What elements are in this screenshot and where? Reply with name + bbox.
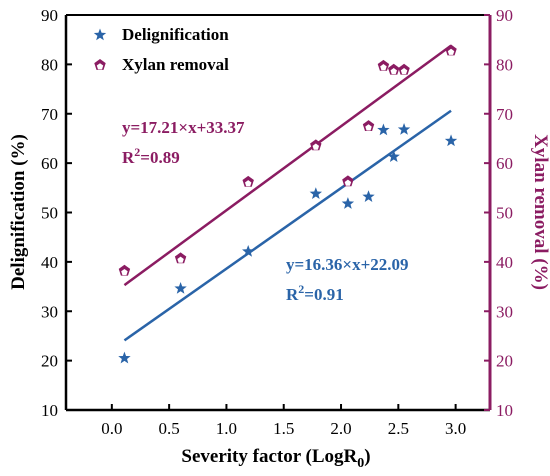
point-delignification-7: [387, 150, 400, 162]
y-left-tick-label-6: 70: [41, 105, 58, 124]
delignification-r2-value: =0.91: [304, 285, 343, 304]
y-right-tick-label-0: 10: [496, 401, 513, 420]
legend-label-delignification: Delignification: [122, 25, 229, 44]
legend-marker-xylan-removal: [94, 59, 106, 70]
x-axis-title-close: ): [364, 446, 370, 467]
xylan-r2-superscript: 2: [134, 145, 140, 159]
point-xylan-removal-9-center: [447, 48, 455, 55]
point-xylan-removal-9: [445, 44, 457, 56]
x-tick-label-2: 1.0: [216, 419, 237, 438]
delignification-r2: R2=0.91: [286, 282, 344, 304]
point-xylan-removal-8: [398, 63, 410, 75]
x-tick-label-4: 2.0: [330, 419, 351, 438]
xylan-r2-label: R: [122, 148, 135, 167]
point-delignification-2: [242, 245, 255, 257]
y-right-tick-label-6: 70: [496, 105, 513, 124]
y-left-tick-label-0: 10: [41, 401, 58, 420]
y-axis-right-title: Xylan removal (%): [530, 134, 550, 290]
y-axis-left-title: Delignification (%): [8, 134, 29, 290]
fit-line-xylan-removal: [123, 44, 452, 287]
delignification-equation: y=16.36×x+22.09: [286, 255, 409, 274]
x-tick-label-3: 1.5: [273, 419, 294, 438]
y-right-tick-label-7: 80: [496, 55, 513, 74]
point-xylan-removal-0: [118, 264, 131, 276]
point-xylan-removal-5: [362, 120, 375, 131]
y-right-tick-label-2: 30: [496, 302, 513, 321]
legend-marker-delignification: [93, 28, 107, 41]
point-xylan-removal-7-center: [390, 68, 397, 75]
y-right-tick-label-3: 40: [496, 253, 513, 272]
y-left-tick-label-7: 80: [41, 55, 58, 74]
point-xylan-removal-5-center: [365, 124, 372, 131]
x-axis-title: Severity factor (LogR0): [181, 446, 370, 471]
point-delignification-9: [444, 134, 458, 147]
point-delignification-0: [118, 351, 131, 364]
x-tick-label-5: 2.5: [388, 419, 409, 438]
point-xylan-removal-6-center: [380, 64, 387, 71]
legend-label-xylan-removal: Xylan removal: [122, 55, 229, 74]
point-xylan-removal-2: [242, 175, 254, 187]
y-left-tick-label-3: 40: [41, 253, 58, 272]
y-left-tick-label-1: 20: [41, 352, 58, 371]
point-xylan-removal-4-center: [344, 179, 352, 186]
point-delignification-4: [341, 197, 355, 209]
y-right-tick-label-5: 60: [496, 154, 513, 173]
xylan-r2-value: =0.89: [140, 148, 179, 167]
xylan-equation: y=17.21×x+33.37: [122, 118, 245, 137]
x-tick-label-1: 0.5: [159, 419, 180, 438]
legend: Delignification Xylan removal: [93, 25, 229, 74]
x-tick-label-0: 0.0: [101, 419, 122, 438]
point-xylan-removal-7: [388, 63, 400, 75]
x-axis-title-subscript: 0: [357, 456, 364, 471]
y-right-tick-label-1: 20: [496, 352, 513, 371]
y-right-tick-label-8: 90: [496, 6, 513, 25]
point-xylan-removal-6: [377, 59, 390, 71]
y-left-tick-label-5: 60: [41, 154, 58, 173]
y-left-tick-label-4: 50: [41, 204, 58, 223]
point-xylan-removal-1: [174, 252, 187, 264]
point-delignification-1: [174, 282, 187, 294]
y-left-tick-label-8: 90: [41, 6, 58, 25]
point-xylan-removal-2-center: [244, 180, 252, 187]
legend-star-symbol: [93, 28, 107, 41]
point-xylan-removal-4: [342, 175, 354, 187]
point-xylan-removal-3: [310, 139, 322, 151]
delignification-r2-label: R: [286, 285, 299, 304]
point-delignification-8: [397, 123, 411, 135]
xylan-r2: R2=0.89: [122, 145, 180, 167]
y-right-tick-label-4: 50: [496, 204, 513, 223]
point-xylan-removal-3-center: [312, 143, 320, 150]
fit-line-delignification: [123, 109, 452, 342]
delignification-r2-superscript: 2: [298, 282, 304, 296]
x-axis-title-text: Severity factor (LogR: [181, 446, 357, 467]
point-xylan-removal-8-center: [400, 68, 408, 75]
y-left-tick-label-2: 30: [41, 302, 58, 321]
plot-area: 0.0 0.5 1.0 1.5 2.0 2.5 3.0 10 20 30 40 50 60 70 80 90 1…: [41, 6, 513, 438]
x-tick-label-6: 3.0: [445, 419, 466, 438]
point-delignification-3: [309, 187, 322, 199]
point-xylan-removal-0-center: [121, 268, 128, 276]
legend-pentagon-symbol: [94, 59, 106, 70]
point-delignification-5: [362, 190, 375, 202]
point-delignification-6: [377, 123, 390, 136]
point-xylan-removal-1-center: [177, 256, 184, 263]
legend-pentagon-symbol-center: [96, 63, 104, 70]
